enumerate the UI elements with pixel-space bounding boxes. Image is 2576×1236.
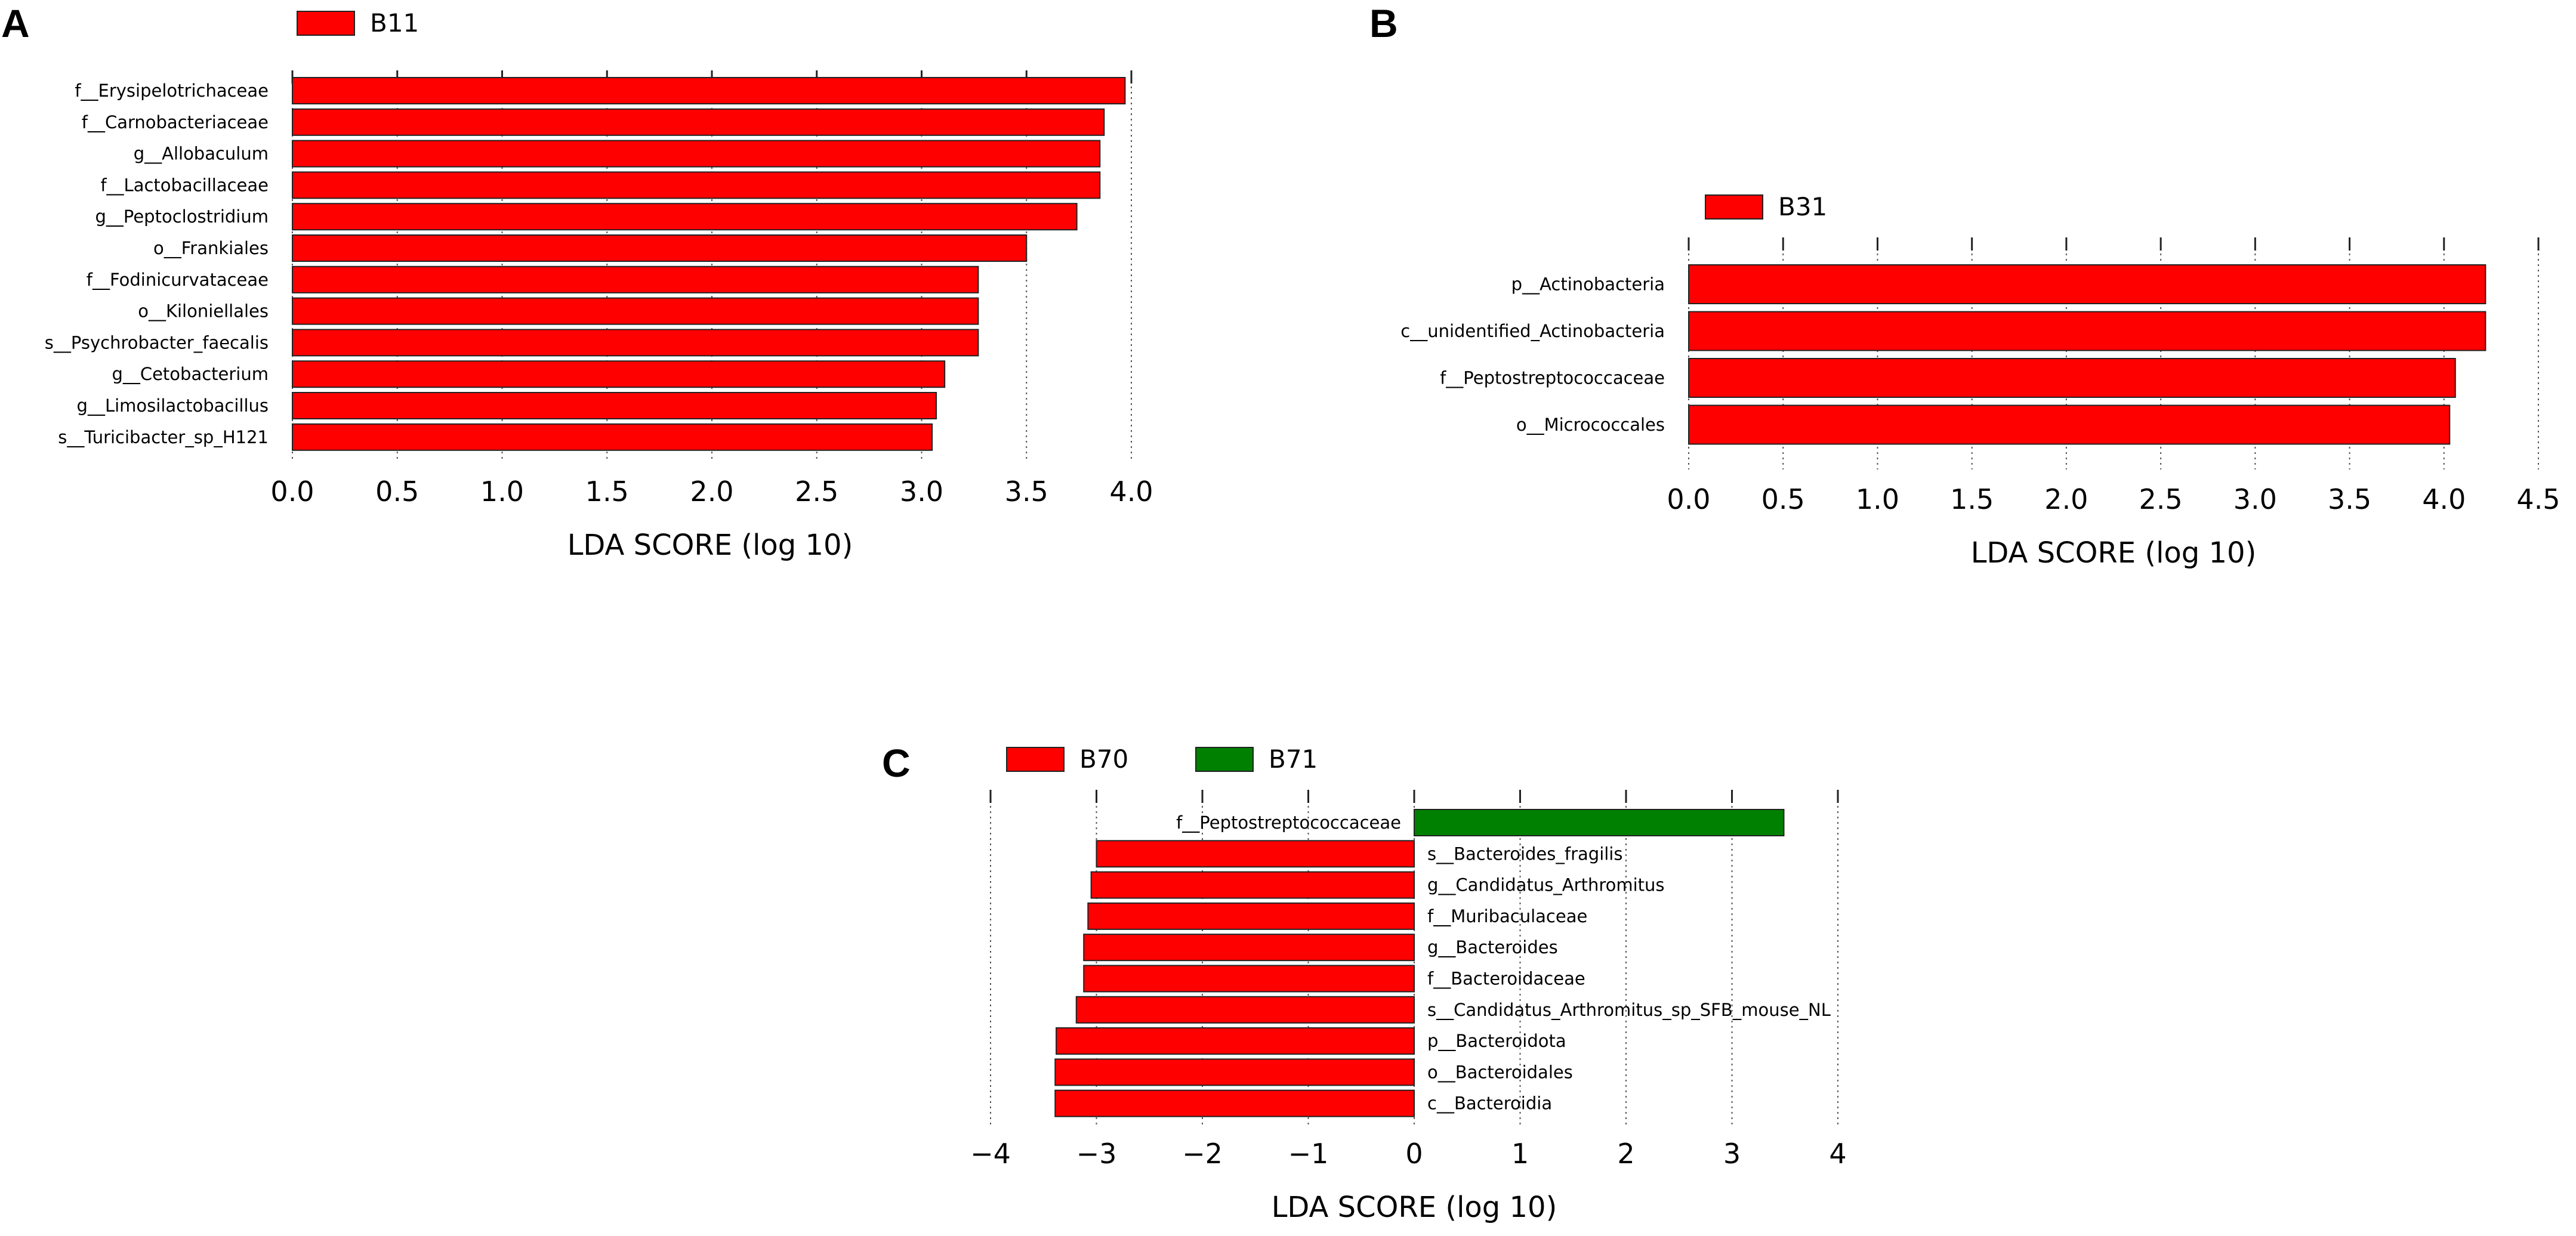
bar-category-label: g__Cetobacterium bbox=[112, 364, 269, 384]
panel-letter-c: C bbox=[882, 741, 911, 785]
x-tick-label: 1.0 bbox=[1856, 483, 1899, 515]
legend-label: B70 bbox=[1079, 744, 1128, 774]
x-axis-title: LDA SCORE (log 10) bbox=[1272, 1191, 1557, 1224]
lda-bar bbox=[292, 77, 1126, 104]
x-tick-label: 2.0 bbox=[690, 475, 733, 508]
bar-category-label: g__Allobaculum bbox=[134, 144, 269, 164]
x-tick-label: 1 bbox=[1511, 1138, 1529, 1170]
x-tick-label: 1.0 bbox=[480, 475, 524, 508]
panel-letter-a: A bbox=[1, 1, 30, 45]
bar-category-label: o__Micrococcales bbox=[1516, 415, 1665, 435]
lda-bar bbox=[1087, 902, 1415, 930]
panel-b-chart: 0.0 0.5 1.0 1.5 2.0 2.5 3.0 3.5 4.0 4.5 p__Actinob… bbox=[1400, 192, 2560, 570]
x-tick-label: 3.0 bbox=[2233, 483, 2277, 515]
lda-bar bbox=[292, 234, 1028, 262]
x-tick-label: 0.5 bbox=[375, 475, 419, 508]
bar-category-label: f__Lactobacillaceae bbox=[100, 175, 269, 195]
lda-bar bbox=[292, 423, 933, 451]
bar-category-label: s__Bacteroides_fragilis bbox=[1427, 843, 1622, 864]
bar-category-label: f__Peptostreptococcaceae bbox=[1440, 368, 1665, 388]
bar-category-label: o__Kiloniellales bbox=[138, 301, 269, 322]
lda-bar bbox=[1083, 965, 1415, 993]
lda-bar bbox=[292, 265, 979, 293]
x-tick-label: 3.5 bbox=[2328, 483, 2371, 515]
panel-a-chart: 0.0 0.5 1.0 1.5 2.0 2.5 3.0 3.5 4.0 f__Erysipelot… bbox=[45, 8, 1153, 562]
lda-bar bbox=[1688, 311, 2486, 351]
bar-category-label: s__Psychrobacter_faecalis bbox=[45, 332, 269, 353]
bar-category-label: f__Carnobacteriaceae bbox=[82, 112, 269, 132]
x-axis-title: LDA SCORE (log 10) bbox=[567, 529, 853, 562]
bar-category-label: s__Candidatus_Arthromitus_sp_SFB_mouse_N… bbox=[1427, 1000, 1831, 1020]
bar-category-label: g__Peptoclostridium bbox=[95, 206, 269, 227]
bar-category-label: o__Bacteroidales bbox=[1427, 1062, 1573, 1082]
lda-bar bbox=[1414, 809, 1785, 836]
bar-category-label: f__Peptostreptococcaceae bbox=[1176, 812, 1401, 833]
lda-bar bbox=[1075, 996, 1415, 1024]
x-tick-label: 4.5 bbox=[2516, 483, 2560, 515]
bar-category-label: f__Erysipelotrichaceae bbox=[75, 81, 269, 101]
x-tick-label: 2.5 bbox=[2139, 483, 2183, 515]
x-tick-label: 4.0 bbox=[2422, 483, 2466, 515]
lda-bar bbox=[292, 360, 946, 388]
bar-category-label: p__Bacteroidota bbox=[1427, 1031, 1566, 1051]
x-tick-label: −2 bbox=[1182, 1138, 1223, 1170]
legend-swatch bbox=[297, 11, 355, 36]
legend-label: B71 bbox=[1269, 744, 1318, 774]
bar-category-label: g__Limosilactobacillus bbox=[77, 395, 269, 416]
legend-swatch bbox=[1705, 194, 1763, 220]
x-tick-label: 2 bbox=[1617, 1138, 1634, 1170]
lda-bar bbox=[1054, 1089, 1415, 1117]
panel-c-chart: −4 −3 −2 −1 0 1 2 3 4 f__Peptostreptococcaceae s__… bbox=[970, 744, 1847, 1224]
bar-category-label: g__Candidatus_Arthromitus bbox=[1427, 875, 1665, 895]
x-tick-label: 2.0 bbox=[2044, 483, 2088, 515]
lda-bar bbox=[1054, 1058, 1415, 1086]
legend-swatch bbox=[1195, 747, 1254, 772]
bar-category-label: c__Bacteroidia bbox=[1427, 1093, 1552, 1114]
x-axis-title: LDA SCORE (log 10) bbox=[1971, 536, 2257, 570]
lda-bar bbox=[292, 297, 979, 325]
bar-category-label: f__Bacteroidaceae bbox=[1427, 969, 1585, 989]
bar-category-label: p__Actinobacteria bbox=[1511, 274, 1665, 295]
x-tick-label: 2.5 bbox=[795, 475, 838, 508]
bar-category-label: g__Bacteroides bbox=[1427, 937, 1558, 957]
legend-swatch bbox=[1006, 747, 1065, 772]
lda-bar bbox=[1096, 840, 1415, 868]
lda-bar bbox=[1688, 264, 2486, 304]
x-tick-label: 0.0 bbox=[1667, 483, 1710, 515]
lda-bar bbox=[1688, 404, 2451, 445]
x-tick-label: 3 bbox=[1723, 1138, 1741, 1170]
lda-bar bbox=[292, 140, 1101, 168]
x-tick-label: 0 bbox=[1405, 1138, 1423, 1170]
lda-bar bbox=[292, 108, 1105, 136]
legend-label: B11 bbox=[370, 8, 419, 38]
x-tick-label: −4 bbox=[970, 1138, 1011, 1170]
lda-bar bbox=[292, 171, 1101, 199]
x-tick-label: −3 bbox=[1076, 1138, 1117, 1170]
x-tick-label: 1.5 bbox=[1950, 483, 1994, 515]
lda-bar bbox=[1083, 934, 1415, 962]
x-tick-label: 4.0 bbox=[1109, 475, 1153, 508]
x-tick-label: 0.5 bbox=[1761, 483, 1805, 515]
lda-bar bbox=[292, 392, 937, 419]
bar-category-label: c__unidentified_Actinobacteria bbox=[1400, 321, 1665, 341]
bar-category-label: f__Muribaculaceae bbox=[1427, 906, 1587, 926]
x-tick-label: 3.5 bbox=[1005, 475, 1048, 508]
bar-category-label: o__Frankiales bbox=[153, 238, 269, 258]
lda-bar bbox=[1090, 871, 1415, 899]
lda-bar bbox=[292, 203, 1078, 231]
x-tick-label: 4 bbox=[1829, 1138, 1846, 1170]
x-tick-label: −1 bbox=[1288, 1138, 1329, 1170]
x-tick-label: 1.5 bbox=[585, 475, 629, 508]
x-tick-label: 3.0 bbox=[900, 475, 943, 508]
x-tick-label: 0.0 bbox=[270, 475, 314, 508]
bar-category-label: s__Turicibacter_sp_H121 bbox=[58, 427, 269, 447]
lda-bar bbox=[1688, 358, 2456, 398]
lda-bar bbox=[1056, 1027, 1415, 1055]
panel-letter-b: B bbox=[1369, 1, 1398, 45]
lda-bar bbox=[292, 329, 979, 357]
bar-category-label: f__Fodinicurvataceae bbox=[87, 270, 269, 290]
legend-label: B31 bbox=[1778, 192, 1827, 221]
